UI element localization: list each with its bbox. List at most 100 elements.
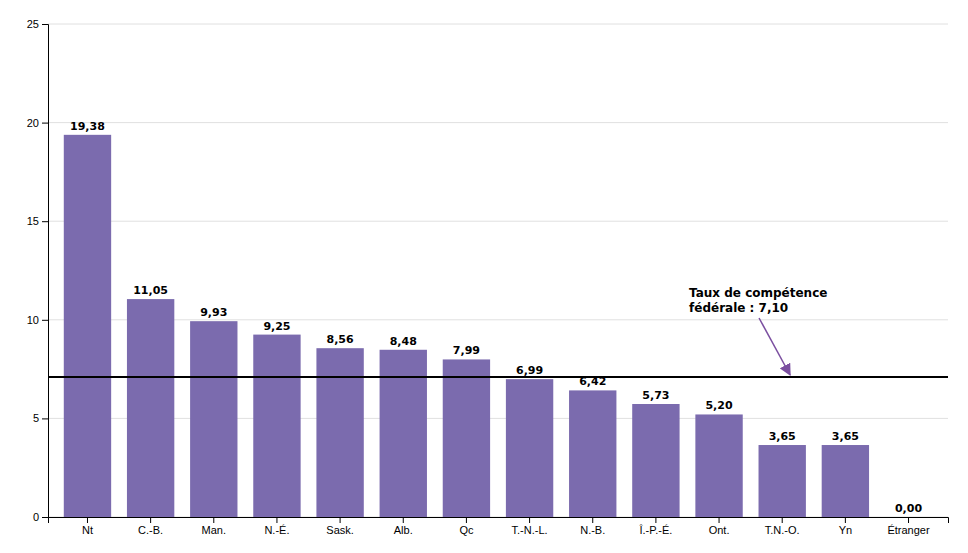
y-tick-mark — [42, 418, 48, 419]
x-axis-line — [49, 518, 949, 524]
data-label: 5,73 — [642, 389, 669, 402]
x-tick-label: Nt — [82, 524, 93, 536]
x-tick-label: N.-B. — [580, 524, 605, 536]
data-label: 11,05 — [133, 284, 168, 297]
x-tick: Ont. — [709, 517, 730, 536]
x-tick-label: Étranger — [887, 524, 930, 536]
y-tick-label: 5 — [33, 412, 39, 424]
x-tick: Alb. — [394, 517, 413, 536]
x-tick: Man. — [202, 517, 226, 536]
x-tick-mark — [150, 517, 151, 523]
bar — [190, 321, 237, 517]
x-tick-mark — [782, 517, 783, 523]
data-label: 6,42 — [579, 375, 606, 388]
x-tick-mark — [213, 517, 214, 523]
x-tick-mark — [340, 517, 341, 523]
x-tick-mark — [276, 517, 277, 523]
x-tick: N.-B. — [580, 517, 605, 536]
data-label: 9,93 — [200, 306, 227, 319]
y-tick-label: 15 — [27, 215, 39, 227]
x-tick: Î.-P.-É. — [638, 517, 672, 536]
bar — [632, 404, 679, 517]
annotation-text: Taux de compétence — [689, 286, 827, 300]
x-tick-label: Man. — [202, 524, 226, 536]
x-tick: Qc — [459, 517, 474, 536]
data-label: 3,65 — [832, 430, 859, 443]
bar — [822, 445, 869, 517]
x-tick-label: Sask. — [326, 524, 354, 536]
chart: 0510152025NtC.-B.Man.N.-É.Sask.Alb.QcT.-… — [0, 0, 968, 553]
plot: 0510152025NtC.-B.Man.N.-É.Sask.Alb.QcT.-… — [27, 18, 949, 536]
y-tick: 5 — [33, 412, 48, 424]
grid-line — [48, 418, 948, 419]
data-labels: 19,3811,059,939,258,568,487,996,996,425,… — [70, 120, 922, 515]
data-label: 19,38 — [70, 120, 105, 133]
x-tick: C.-B. — [138, 517, 163, 536]
x-tick-label: C.-B. — [138, 524, 163, 536]
x-tick-label: Ont. — [709, 524, 730, 536]
x-tick-label: Qc — [459, 524, 474, 536]
bar — [759, 445, 806, 517]
x-tick-mark — [592, 517, 593, 523]
x-tick-mark — [87, 517, 88, 523]
y-axis: 0 5 10 15 20 25 — [27, 18, 49, 523]
annotation-text: fédérale : 7,10 — [689, 301, 788, 315]
x-tick: Sask. — [326, 517, 354, 536]
x-tick: Yn — [839, 517, 852, 536]
data-label: 8,48 — [390, 335, 417, 348]
data-label: 7,99 — [453, 344, 480, 357]
grid-line — [48, 24, 948, 25]
x-tick-mark — [845, 517, 846, 523]
bar — [127, 299, 174, 517]
x-tick-label: N.-É. — [264, 524, 289, 536]
x-tick: Nt — [82, 517, 93, 536]
annotation: Taux de compétencefédérale : 7,10 — [689, 286, 827, 375]
y-tick-mark — [42, 320, 48, 321]
y-tick-mark — [42, 517, 48, 518]
y-tick-mark — [42, 123, 48, 124]
y-tick: 10 — [27, 314, 48, 326]
x-tick-label: Î.-P.-É. — [638, 524, 672, 536]
data-label: 5,20 — [705, 399, 732, 412]
y-tick: 15 — [27, 215, 48, 227]
data-label: 0,00 — [895, 502, 922, 515]
x-tick-mark — [719, 517, 720, 523]
x-tick-mark — [908, 517, 909, 523]
y-tick: 0 — [33, 511, 48, 523]
x-tick-label: Alb. — [394, 524, 413, 536]
reference-line — [48, 376, 948, 378]
x-tick-mark — [403, 517, 404, 523]
grid-line — [48, 319, 948, 320]
grid-line — [48, 221, 948, 222]
data-label: 9,25 — [263, 320, 290, 333]
x-tick-mark — [529, 517, 530, 523]
bar — [569, 390, 616, 517]
x-tick-mark — [655, 517, 656, 523]
data-label: 8,56 — [327, 333, 354, 346]
x-tick-mark — [466, 517, 467, 523]
grid — [48, 24, 948, 517]
bars — [48, 135, 948, 517]
x-tick: N.-É. — [264, 517, 289, 536]
bar — [885, 517, 932, 518]
bar — [506, 379, 553, 517]
bar — [253, 335, 300, 517]
data-label: 3,65 — [769, 430, 796, 443]
bar — [695, 414, 742, 517]
x-tick: Étranger — [887, 517, 930, 536]
grid-line — [48, 122, 948, 123]
y-tick-label: 10 — [27, 314, 39, 326]
x-tick-label: Yn — [839, 524, 852, 536]
y-tick-mark — [42, 221, 48, 222]
y-tick: 25 — [27, 18, 48, 30]
bar — [64, 135, 111, 517]
bar — [443, 359, 490, 517]
x-axis: NtC.-B.Man.N.-É.Sask.Alb.QcT.-N.-L.N.-B.… — [49, 517, 949, 536]
bar — [380, 350, 427, 517]
y-tick: 20 — [27, 117, 48, 129]
y-tick-label: 20 — [27, 117, 39, 129]
y-tick-label: 0 — [33, 511, 39, 523]
y-tick-label: 25 — [27, 18, 39, 30]
y-axis-line — [42, 25, 49, 518]
x-tick: T.N.-O. — [765, 517, 800, 536]
